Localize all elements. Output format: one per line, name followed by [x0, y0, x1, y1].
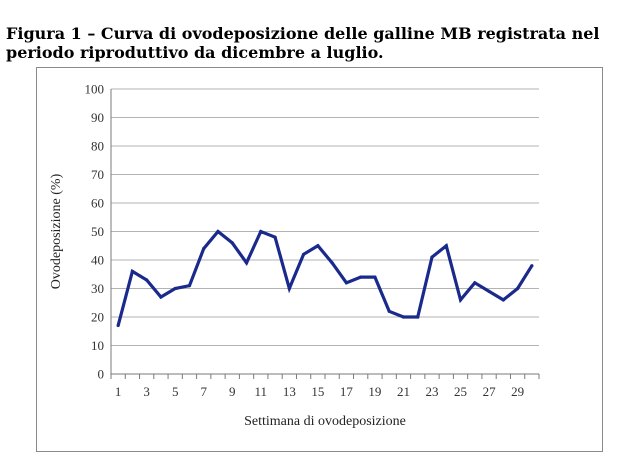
y-tick-label: 100	[85, 82, 105, 97]
data-point	[530, 264, 534, 268]
data-point	[473, 281, 477, 285]
data-point	[401, 315, 406, 319]
data-point	[244, 261, 249, 265]
y-tick-label: 50	[91, 224, 104, 239]
data-point	[516, 286, 520, 291]
x-tick-label: 23	[426, 384, 439, 399]
x-axis-label: Settimana di ovodeposizione	[244, 414, 406, 429]
y-tick-label: 10	[91, 338, 104, 353]
data-point	[458, 298, 463, 302]
data-point	[187, 284, 192, 288]
x-tick-label: 25	[454, 384, 467, 399]
data-point	[173, 286, 177, 291]
data-point	[216, 229, 220, 234]
x-tick-label: 13	[283, 384, 296, 399]
data-point	[330, 261, 334, 265]
data-point	[259, 229, 263, 234]
data-point	[287, 286, 291, 291]
x-tick-label: 29	[511, 384, 524, 399]
figure-caption: Figura 1 – Curva di ovodeposizione delle…	[6, 24, 600, 62]
y-tick-label: 80	[91, 139, 104, 154]
data-point	[359, 275, 363, 279]
y-tick-label: 0	[98, 367, 105, 382]
data-point	[430, 255, 434, 259]
y-axis-label: Ovodeposizione (%)	[49, 173, 64, 289]
data-point	[387, 309, 391, 313]
data-point	[487, 289, 491, 293]
gridlines	[111, 88, 539, 346]
x-tick-label: 27	[483, 384, 497, 399]
y-tick-label: 30	[91, 281, 104, 296]
series	[116, 229, 534, 328]
data-point	[116, 323, 120, 328]
data-point	[444, 244, 448, 248]
x-tick-label: 15	[311, 384, 324, 399]
x-tick-label: 19	[368, 384, 381, 399]
y-tick-label: 90	[91, 110, 104, 125]
data-point	[373, 275, 377, 279]
x-tick-label: 9	[229, 384, 236, 399]
data-point	[145, 278, 149, 282]
x-tick-label: 5	[172, 384, 179, 399]
y-tick-label: 70	[91, 167, 104, 182]
x-tick-label: 7	[200, 384, 207, 399]
y-tick-label: 40	[91, 253, 104, 268]
x-tick-label: 3	[143, 384, 150, 399]
data-point	[159, 295, 163, 299]
x-tick-label: 11	[255, 384, 268, 399]
x-tick-label: 1	[115, 384, 122, 399]
x-tick-label: 17	[340, 384, 354, 399]
chart-frame	[36, 67, 603, 452]
axes	[110, 89, 540, 379]
x-tick-label: 21	[397, 384, 410, 399]
data-point	[416, 315, 420, 319]
data-point	[501, 298, 505, 302]
data-point	[344, 281, 348, 285]
y-axis-ticks: 0 10 20 30 40 50 60 70 80 90 100	[85, 82, 105, 382]
x-axis-ticks: 1 3 5 7 9 11 13 15 17 19 21 23 25 27 29	[115, 384, 524, 399]
y-tick-label: 60	[91, 196, 104, 211]
data-point	[273, 235, 277, 239]
data-point	[302, 252, 306, 256]
data-point	[202, 247, 206, 251]
data-point	[130, 269, 134, 273]
y-tick-label: 20	[91, 310, 104, 325]
data-point	[230, 241, 234, 245]
data-point	[316, 244, 320, 248]
series-line	[116, 229, 534, 326]
